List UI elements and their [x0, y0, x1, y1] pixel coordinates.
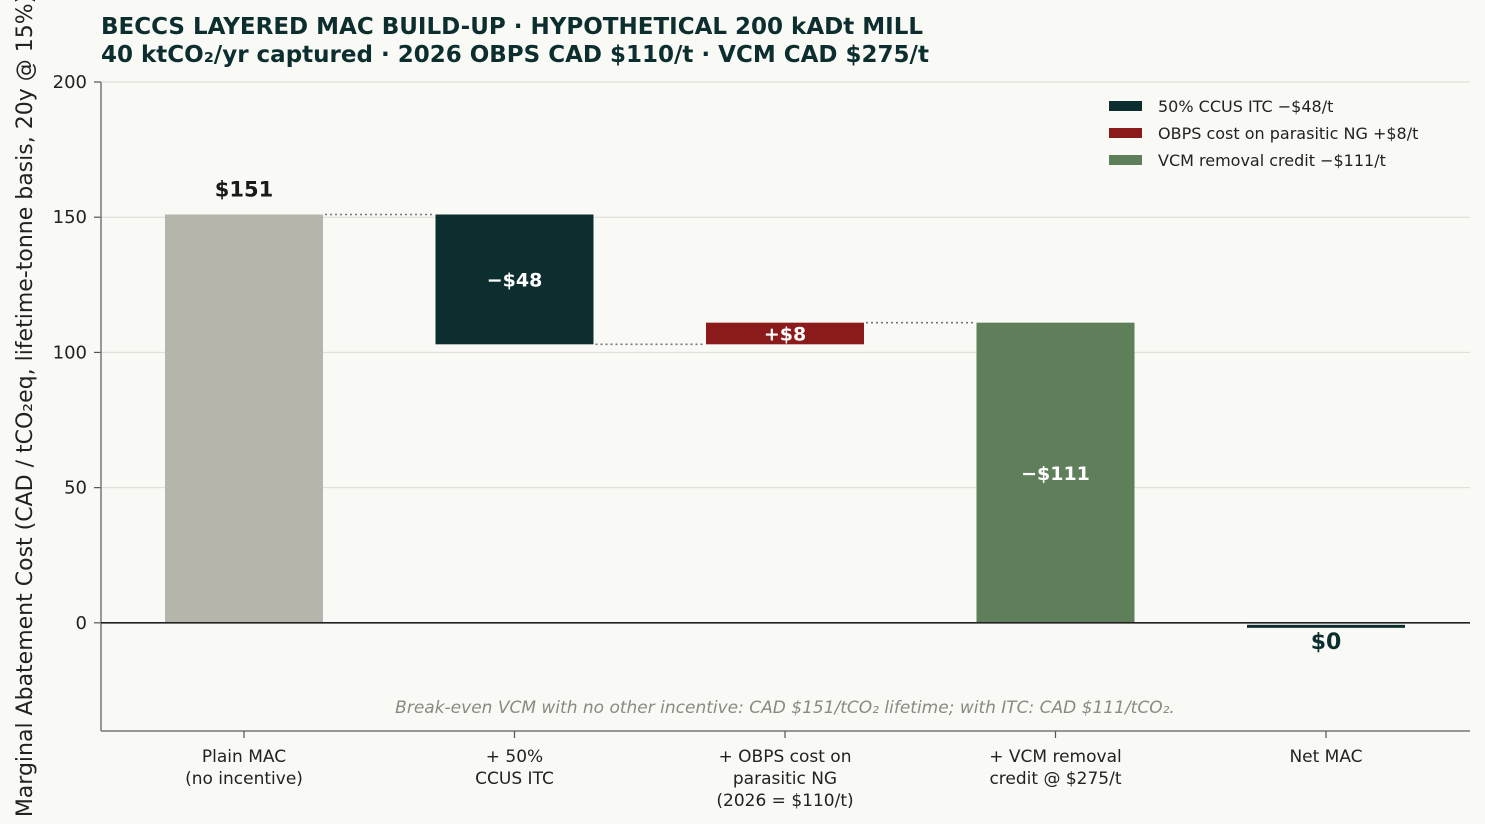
bar-value-label: $0	[1311, 630, 1342, 655]
bar-2	[435, 214, 594, 345]
legend-label: OBPS cost on parasitic NG +$8/t	[1158, 124, 1418, 143]
x-category-label: Net MAC	[1289, 747, 1362, 767]
y-tick-label: 100	[53, 342, 87, 363]
bar-value-label: −$111	[1021, 463, 1090, 485]
bar-labels: $151 −$48 +$8 −$111 $0	[215, 178, 1342, 655]
legend: 50% CCUS ITC −$48/t OBPS cost on parasiti…	[1109, 97, 1418, 170]
legend-label: 50% CCUS ITC −$48/t	[1158, 97, 1333, 116]
bar-value-label: +$8	[764, 323, 806, 345]
legend-swatch	[1109, 155, 1142, 165]
bar-3	[706, 322, 864, 345]
y-tick-label: 200	[53, 72, 87, 93]
x-category-label: Plain MAC (no incentive)	[185, 747, 303, 789]
x-category-label: + VCM removal credit @ $275/t	[989, 747, 1122, 789]
gridlines	[101, 81, 1470, 489]
legend-swatch	[1109, 128, 1142, 138]
y-tick-label: 0	[76, 613, 87, 634]
bar-value-label: −$48	[487, 269, 543, 291]
legend-swatch	[1109, 101, 1142, 111]
y-axis-label: Marginal Abatement Cost (CAD / tCO₂eq, l…	[13, 0, 38, 817]
bar-5	[1247, 624, 1405, 628]
bar-value-label: $151	[215, 178, 273, 202]
bar-1	[165, 214, 323, 623]
chart-title-line1: BECCS LAYERED MAC BUILD-UP · HYPOTHETICA…	[101, 14, 923, 40]
break-even-note: Break-even VCM with no other incentive: …	[395, 698, 1175, 718]
bars	[165, 214, 1405, 628]
x-category-label: + 50% CCUS ITC	[475, 747, 554, 789]
y-tick-label: 150	[53, 207, 87, 228]
legend-label: VCM removal credit −$111/t	[1158, 151, 1386, 170]
x-category-label: + OBPS cost on parasitic NG (2026 = $110/t…	[716, 747, 853, 811]
axes: 0 50 100 150 200 Plain MAC (no incentive) + 50%…	[53, 72, 1470, 811]
chart-title-line2: 40 ktCO₂/yr captured · 2026 OBPS CAD $11…	[101, 42, 929, 68]
bar-4	[976, 322, 1135, 623]
y-tick-label: 50	[64, 478, 87, 499]
